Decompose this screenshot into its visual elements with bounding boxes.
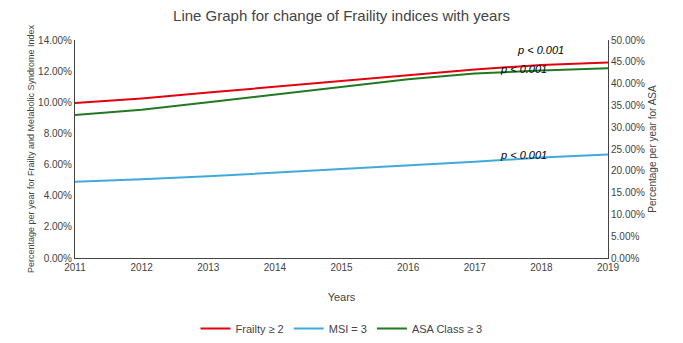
svg-text:2014: 2014 — [264, 262, 287, 273]
svg-text:2.00%: 2.00% — [44, 221, 72, 232]
svg-text:2018: 2018 — [530, 262, 553, 273]
svg-text:4.00%: 4.00% — [44, 190, 72, 201]
svg-text:2019: 2019 — [597, 262, 620, 273]
svg-text:p < 0.001: p < 0.001 — [517, 44, 564, 56]
svg-text:45.00%: 45.00% — [611, 56, 645, 67]
svg-text:Percentage per year for ASA: Percentage per year for ASA — [647, 85, 658, 213]
svg-text:2017: 2017 — [464, 262, 487, 273]
svg-text:ASA Class ≥ 3: ASA Class ≥ 3 — [412, 323, 482, 335]
svg-text:Line Graph for change of Frail: Line Graph for change of Fraility indice… — [173, 7, 510, 24]
svg-text:p < 0.001: p < 0.001 — [500, 149, 547, 161]
svg-text:35.00%: 35.00% — [611, 100, 645, 111]
svg-text:0.00%: 0.00% — [44, 253, 72, 264]
svg-text:50.00%: 50.00% — [611, 35, 645, 46]
svg-text:Years: Years — [328, 291, 356, 303]
svg-text:30.00%: 30.00% — [611, 122, 645, 133]
svg-text:40.00%: 40.00% — [611, 78, 645, 89]
svg-text:Percentage per year for Frailt: Percentage per year for Frailty and Meta… — [26, 24, 36, 273]
svg-text:p < 0.001: p < 0.001 — [500, 63, 547, 75]
svg-text:2012: 2012 — [131, 262, 154, 273]
svg-text:15.00%: 15.00% — [611, 187, 645, 198]
svg-text:2016: 2016 — [397, 262, 420, 273]
svg-text:0.00%: 0.00% — [611, 253, 639, 264]
svg-text:10.00%: 10.00% — [611, 209, 645, 220]
svg-text:Frailty ≥ 2: Frailty ≥ 2 — [236, 323, 284, 335]
svg-text:6.00%: 6.00% — [44, 159, 72, 170]
svg-text:2013: 2013 — [197, 262, 220, 273]
svg-text:5.00%: 5.00% — [611, 231, 639, 242]
svg-text:25.00%: 25.00% — [611, 144, 645, 155]
svg-text:20.00%: 20.00% — [611, 165, 645, 176]
svg-text:14.00%: 14.00% — [38, 35, 72, 46]
svg-text:10.00%: 10.00% — [38, 97, 72, 108]
svg-text:12.00%: 12.00% — [38, 66, 72, 77]
svg-text:MSI = 3: MSI = 3 — [329, 323, 367, 335]
svg-text:2011: 2011 — [64, 262, 86, 273]
svg-text:8.00%: 8.00% — [44, 128, 72, 139]
svg-text:2015: 2015 — [330, 262, 353, 273]
